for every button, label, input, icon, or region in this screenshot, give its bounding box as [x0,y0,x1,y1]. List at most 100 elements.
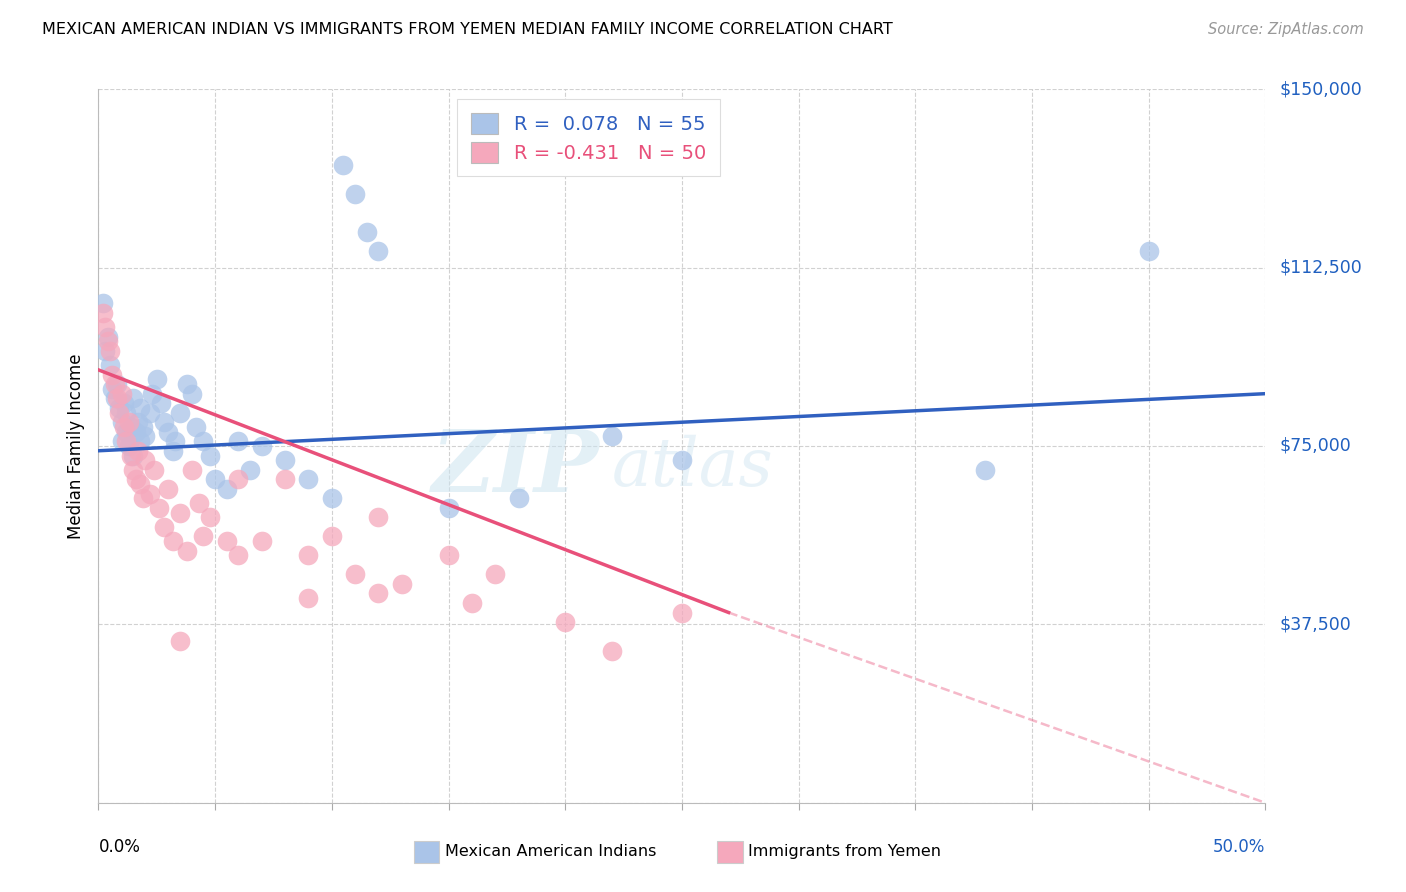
Point [127,443,149,458]
Point [152,520,174,534]
Point [250,534,273,549]
Point [484,567,506,582]
Point [437,500,460,515]
Point [297,472,319,486]
Point [115,434,138,449]
Point [118,415,141,429]
Point [132,491,155,506]
Point [321,491,343,506]
Point [111,415,134,429]
Point [101,368,124,382]
Point [98,343,121,358]
Text: atlas: atlas [612,434,773,500]
Point [152,415,174,429]
Point [176,543,198,558]
Point [125,425,148,439]
Point [600,643,623,657]
Point [108,401,131,415]
Point [321,529,343,543]
Text: Mexican American Indians: Mexican American Indians [446,844,657,859]
Point [215,534,238,549]
Point [146,372,169,386]
Point [111,434,134,449]
Point [228,472,250,486]
Point [108,406,131,420]
Point [129,477,152,491]
Point [228,549,250,563]
Point [180,463,202,477]
Point [367,586,389,600]
Text: MEXICAN AMERICAN INDIAN VS IMMIGRANTS FROM YEMEN MEDIAN FAMILY INCOME CORRELATIO: MEXICAN AMERICAN INDIAN VS IMMIGRANTS FR… [42,22,893,37]
Legend: R =  0.078   N = 55, R = -0.431   N = 50: R = 0.078 N = 55, R = -0.431 N = 50 [457,99,720,177]
Point [91,306,114,320]
Point [169,506,191,520]
Point [94,320,117,334]
Point [112,420,135,434]
Point [111,386,134,401]
Point [115,425,138,439]
Point [274,472,297,486]
Point [200,510,222,524]
Point [344,186,367,201]
Point [139,406,162,420]
Point [132,420,155,434]
Point [125,472,148,486]
Point [162,443,184,458]
Point [239,463,262,477]
FancyBboxPatch shape [717,840,742,863]
Text: $75,000: $75,000 [1279,437,1351,455]
Point [162,534,184,549]
Point [169,634,191,648]
Point [104,377,127,392]
Point [204,472,226,486]
Text: Immigrants from Yemen: Immigrants from Yemen [748,844,942,859]
Point [297,549,319,563]
Point [143,463,166,477]
Point [139,486,162,500]
Text: Source: ZipAtlas.com: Source: ZipAtlas.com [1208,22,1364,37]
Point [91,296,114,310]
Point [186,420,208,434]
Point [367,510,389,524]
Point [554,615,576,629]
Text: $112,500: $112,500 [1279,259,1362,277]
Point [974,463,997,477]
FancyBboxPatch shape [413,840,439,863]
Point [180,386,202,401]
Point [193,529,215,543]
Point [134,453,156,467]
Point [200,449,222,463]
Point [150,396,173,410]
Point [1137,244,1160,258]
Point [115,406,138,420]
Text: ZIP: ZIP [433,425,600,509]
Point [228,434,250,449]
Point [105,377,128,392]
Point [122,392,145,406]
Point [157,482,180,496]
Text: $37,500: $37,500 [1279,615,1351,633]
Point [671,453,693,467]
Point [332,158,354,172]
Point [120,449,142,463]
Point [122,463,145,477]
Point [97,329,120,343]
Point [671,606,693,620]
Y-axis label: Median Family Income: Median Family Income [67,353,86,539]
Point [437,549,460,563]
Point [274,453,297,467]
Point [98,358,121,372]
Point [215,482,238,496]
Point [148,500,170,515]
Point [391,577,413,591]
Point [141,386,163,401]
Point [508,491,530,506]
Point [118,439,141,453]
Point [129,401,152,415]
Point [461,596,484,610]
Point [367,244,389,258]
Text: 0.0%: 0.0% [98,838,141,856]
Point [134,429,156,443]
Point [94,343,117,358]
Point [120,420,142,434]
